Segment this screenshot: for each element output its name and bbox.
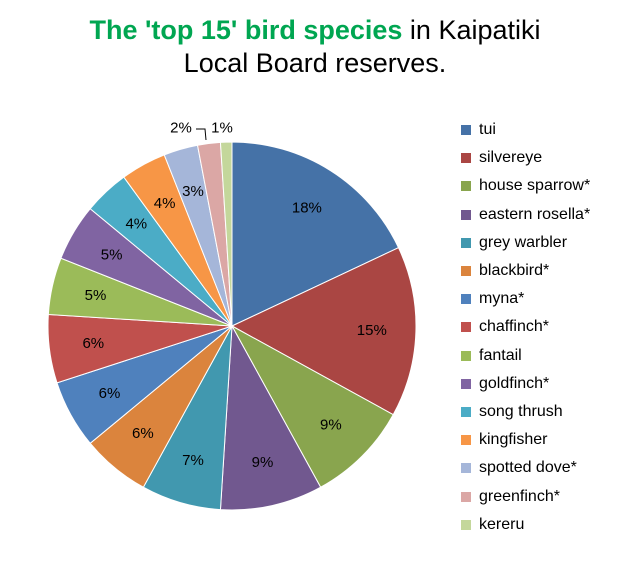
legend-label: fantail: [479, 346, 522, 364]
legend-item-kingfisher: kingfisher: [461, 426, 590, 454]
pie-slice-silvereye: [230, 246, 417, 416]
title-highlight: The 'top 15' bird species: [89, 15, 403, 45]
data-label-grey-warbler: 7%: [182, 452, 204, 469]
data-label-blackbird: 6%: [132, 425, 154, 442]
legend-swatch: [461, 266, 471, 277]
legend-label: house sparrow*: [479, 177, 591, 195]
legend-swatch: [461, 519, 471, 530]
leader-line: [196, 128, 207, 141]
data-label-song-thrush: 4%: [125, 216, 147, 233]
legend-label: blackbird*: [479, 262, 550, 280]
pie-data-labels: 18%15%9%9%7%6%6%6%5%5%4%4%3%2% 1%: [82, 120, 386, 472]
pie-slices: [47, 141, 417, 511]
data-label-spotted-dove: 3%: [182, 183, 204, 200]
legend-swatch: [461, 125, 471, 136]
pie-slice-kereru: [219, 141, 233, 327]
legend-item-eastern-rosella: eastern rosella*: [461, 201, 590, 229]
legend-item-kereru: kereru: [461, 511, 590, 539]
data-label-house-sparrow: 9%: [320, 416, 342, 433]
legend-swatch: [461, 491, 471, 502]
legend-label: grey warbler: [479, 233, 568, 251]
legend-swatch: [461, 153, 471, 164]
data-label-kereru: 1%: [211, 120, 233, 137]
legend-label: eastern rosella*: [479, 205, 591, 223]
legend-swatch: [461, 237, 471, 248]
data-label-kingfisher: 4%: [154, 195, 176, 212]
legend-label: silvereye: [479, 149, 543, 167]
legend-swatch: [461, 322, 471, 333]
legend: tui silvereye house sparrow* eastern rosell…: [461, 116, 590, 539]
data-label-tui: 18%: [292, 199, 322, 216]
title-line1-rest: in Kaipatiki: [402, 15, 541, 45]
legend-swatch: [461, 294, 471, 305]
legend-item-silvereye: silvereye: [461, 144, 590, 172]
legend-item-chaffinch: chaffinch*: [461, 313, 590, 341]
legend-item-tui: tui: [461, 116, 590, 144]
data-label-eastern-rosella: 9%: [252, 454, 274, 471]
pie-slice-eastern-rosella: [219, 324, 322, 511]
legend-swatch: [461, 435, 471, 446]
legend-item-grey-warbler: grey warbler: [461, 229, 590, 257]
legend-label: tui: [479, 121, 496, 139]
data-label-myna: 6%: [99, 385, 121, 402]
legend-swatch: [461, 463, 471, 474]
pie-slice-tui: [231, 141, 400, 327]
legend-label: goldfinch*: [479, 374, 550, 392]
title-line2: Local Board reserves.: [183, 48, 447, 78]
legend-item-spotted-dove: spotted dove*: [461, 454, 590, 482]
legend-label: song thrush: [479, 402, 563, 420]
data-label-fantail: 5%: [85, 287, 107, 304]
legend-swatch: [461, 209, 471, 220]
legend-label: greenfinch*: [479, 487, 560, 505]
legend-item-house-sparrow: house sparrow*: [461, 172, 590, 200]
legend-swatch: [461, 350, 471, 361]
pie-slice-house-sparrow: [230, 324, 394, 488]
data-label-greenfinch: 2%: [170, 120, 192, 137]
legend-label: myna*: [479, 290, 525, 308]
legend-label: kingfisher: [479, 431, 548, 449]
chart-title: The 'top 15' bird species in Kaipatiki L…: [0, 14, 630, 80]
legend-item-fantail: fantail: [461, 342, 590, 370]
legend-label: spotted dove*: [479, 459, 577, 477]
legend-label: kereru: [479, 515, 525, 533]
data-label-chaffinch: 6%: [82, 335, 104, 352]
data-label-goldfinch: 5%: [101, 246, 123, 263]
legend-swatch: [461, 181, 471, 192]
legend-item-song-thrush: song thrush: [461, 398, 590, 426]
legend-item-goldfinch: goldfinch*: [461, 370, 590, 398]
legend-label: chaffinch*: [479, 318, 549, 336]
legend-item-greenfinch: greenfinch*: [461, 482, 590, 510]
legend-item-blackbird: blackbird*: [461, 257, 590, 285]
data-label-silvereye: 15%: [357, 322, 387, 339]
legend-swatch: [461, 406, 471, 417]
legend-swatch: [461, 378, 471, 389]
legend-item-myna: myna*: [461, 285, 590, 313]
